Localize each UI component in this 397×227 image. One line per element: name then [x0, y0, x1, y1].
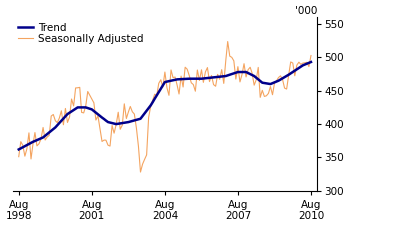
Text: '000: '000 [295, 6, 317, 16]
Legend: Trend, Seasonally Adjusted: Trend, Seasonally Adjusted [18, 22, 143, 44]
Line: Seasonally Adjusted: Seasonally Adjusted [19, 42, 311, 172]
Line: Trend: Trend [19, 62, 311, 149]
